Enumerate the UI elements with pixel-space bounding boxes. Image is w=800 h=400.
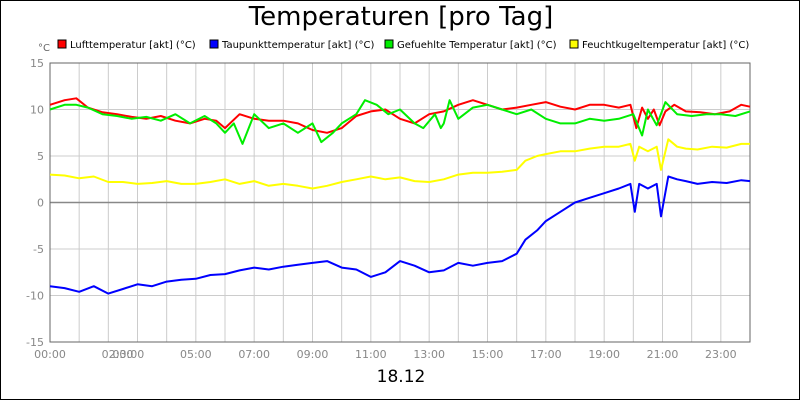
- legend-swatch: [384, 39, 394, 49]
- x-tick-label: 03:00: [113, 348, 145, 361]
- chart-title: Temperaturen [pro Tag]: [248, 2, 554, 32]
- y-axis-ticks: -15 -10 -5 0 5 10 15: [26, 57, 44, 349]
- legend-swatch: [209, 39, 219, 49]
- y-tick-label: 5: [37, 150, 44, 163]
- legend-label: Lufttemperatur [akt] (°C): [70, 40, 196, 51]
- y-axis-label: °C: [38, 43, 50, 54]
- series-line: [49, 97, 751, 134]
- plot-area: [49, 62, 751, 343]
- legend-label: Feuchtkugeltemperatur [akt] (°C): [582, 40, 749, 51]
- series-line: [49, 99, 751, 145]
- x-tick-label: 02:00: [102, 348, 134, 361]
- x-tick-label: 23:00: [705, 348, 737, 361]
- x-tick-label: 15:00: [472, 348, 504, 361]
- x-tick-label: 19:00: [588, 348, 620, 361]
- legend: Lufttemperatur [akt] (°C) Taupunkttempera…: [57, 39, 749, 51]
- y-tick-label: 0: [37, 197, 44, 210]
- series-lines: [49, 97, 751, 295]
- x-tick-label: 09:00: [297, 348, 329, 361]
- y-tick-label: 15: [30, 57, 44, 70]
- x-tick-label: 00:00: [34, 348, 66, 361]
- legend-swatch: [569, 39, 579, 49]
- legend-swatch: [57, 39, 67, 49]
- y-tick-label: -15: [26, 336, 44, 349]
- x-tick-label: 11:00: [355, 348, 387, 361]
- x-tick-label: 07:00: [238, 348, 270, 361]
- legend-entry: Taupunkttemperatur [akt] (°C): [209, 39, 374, 51]
- legend-entry: Gefuehlte Temperatur [akt] (°C): [384, 39, 557, 51]
- chart-date-label: 18.12: [376, 367, 426, 387]
- y-tick-label: -5: [33, 243, 44, 256]
- x-tick-label: 21:00: [647, 348, 679, 361]
- legend-label: Taupunkttemperatur [akt] (°C): [221, 40, 374, 51]
- y-tick-label: -10: [26, 290, 44, 303]
- legend-entry: Lufttemperatur [akt] (°C): [57, 39, 196, 51]
- x-tick-label: 05:00: [180, 348, 212, 361]
- legend-entry: Feuchtkugeltemperatur [akt] (°C): [569, 39, 749, 51]
- legend-label: Gefuehlte Temperatur [akt] (°C): [397, 40, 557, 51]
- series-line: [49, 138, 750, 190]
- x-tick-label: 13:00: [413, 348, 445, 361]
- x-tick-label: 17:00: [530, 348, 562, 361]
- y-tick-label: 10: [30, 104, 44, 117]
- series-line: [49, 175, 751, 295]
- grid-lines: [50, 63, 750, 342]
